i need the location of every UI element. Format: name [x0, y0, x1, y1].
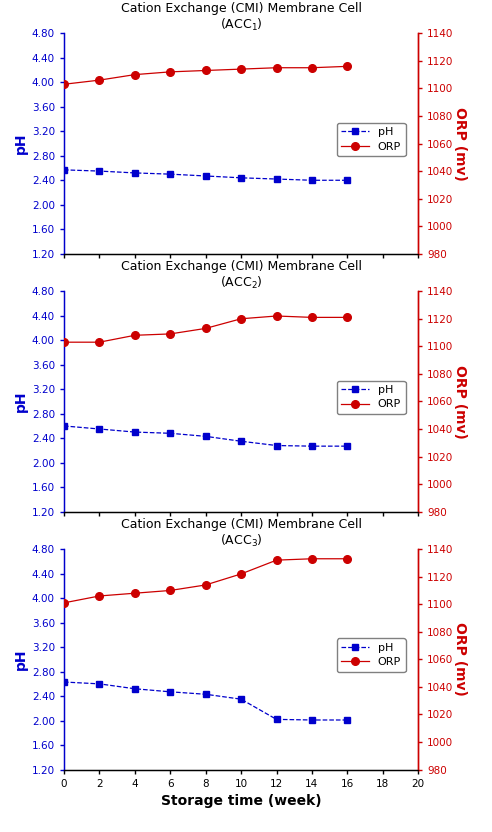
Y-axis label: ORP (mv): ORP (mv): [454, 364, 467, 438]
Y-axis label: pH: pH: [14, 391, 28, 412]
Y-axis label: pH: pH: [14, 649, 28, 670]
Legend: pH, ORP: pH, ORP: [337, 380, 405, 414]
X-axis label: Storage time (week): Storage time (week): [161, 795, 321, 808]
Title: Cation Exchange (CMI) Membrane Cell
(ACC$_3$): Cation Exchange (CMI) Membrane Cell (ACC…: [121, 518, 362, 549]
Y-axis label: ORP (mv): ORP (mv): [454, 106, 467, 181]
Y-axis label: ORP (mv): ORP (mv): [454, 622, 467, 696]
Title: Cation Exchange (CMI) Membrane Cell
(ACC$_1$): Cation Exchange (CMI) Membrane Cell (ACC…: [121, 2, 362, 33]
Legend: pH, ORP: pH, ORP: [337, 122, 405, 156]
Title: Cation Exchange (CMI) Membrane Cell
(ACC$_2$): Cation Exchange (CMI) Membrane Cell (ACC…: [121, 260, 362, 291]
Legend: pH, ORP: pH, ORP: [337, 638, 405, 671]
Y-axis label: pH: pH: [14, 133, 28, 154]
